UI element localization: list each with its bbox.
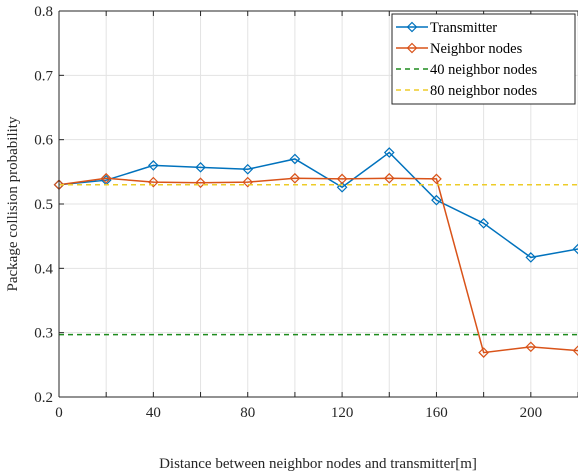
series-line-neighbor-nodes [58, 177, 578, 354]
data-point-neighbor-nodes [383, 172, 395, 184]
data-point-neighbor-nodes [242, 176, 254, 188]
y-tick-label: 0.7 [34, 68, 53, 84]
y-tick-label: 0.6 [34, 133, 53, 149]
legend-marker-transmitter [406, 21, 418, 33]
y-tick-label: 0.4 [34, 261, 53, 277]
data-point-transmitter [431, 194, 442, 206]
y-tick-label: 0.5 [34, 197, 53, 213]
data-point-neighbor-nodes [148, 176, 159, 188]
x-axis-label: Distance between neighbor nodes and tran… [159, 456, 477, 472]
y-tick-label: 0.3 [34, 326, 53, 342]
legend: Transmitter Neighbor nodes 40 neighbor nod… [391, 13, 576, 105]
data-point-transmitter [336, 181, 348, 193]
x-tick-label: 0 [55, 405, 63, 421]
data-point-neighbor-nodes [336, 173, 348, 185]
data-point-neighbor-nodes [431, 173, 442, 185]
legend-label-transmitter: Transmitter [430, 20, 497, 36]
data-point-transmitter [242, 163, 254, 175]
data-point-neighbor-nodes [195, 177, 206, 189]
data-point-transmitter [148, 160, 159, 171]
legend-box [391, 13, 576, 105]
x-tick-label: 80 [240, 405, 255, 421]
y-tick-label: 0.8 [34, 4, 53, 20]
data-point-neighbor-nodes [100, 172, 112, 184]
data-point-transmitter [383, 147, 395, 158]
x-tick-label: 160 [425, 405, 448, 421]
data-point-transmitter [525, 252, 537, 263]
data-point-transmitter [289, 153, 301, 165]
x-tick-label: 120 [331, 405, 354, 421]
x-tick-label: 40 [146, 405, 161, 421]
data-point-neighbor-nodes [572, 345, 578, 357]
legend-label-80-neighbor-nodes: 80 neighbor nodes [430, 83, 537, 99]
x-tick-label: 200 [520, 405, 543, 421]
data-point-neighbor-nodes [289, 172, 301, 184]
series-line-transmitter [58, 151, 578, 259]
data-point-neighbor-nodes [478, 347, 489, 358]
legend-label-40-neighbor-nodes: 40 neighbor nodes [430, 62, 537, 78]
data-point-neighbor-nodes [525, 341, 537, 353]
y-axis-label: Package collision probability [5, 116, 21, 291]
data-point-transmitter [572, 243, 578, 255]
y-tick-label: 0.2 [34, 390, 53, 406]
ticks: 0 40 80 120 160 200 0.2 0.3 0.4 0.5 0.6 0.7 0.8 [34, 4, 578, 421]
legend-label-neighbor-nodes: Neighbor nodes [430, 41, 523, 57]
data-point-transmitter [195, 161, 206, 173]
data-point-transmitter [478, 217, 489, 229]
legend-marker-neighbor-nodes [406, 42, 418, 54]
series-layer [53, 147, 578, 358]
